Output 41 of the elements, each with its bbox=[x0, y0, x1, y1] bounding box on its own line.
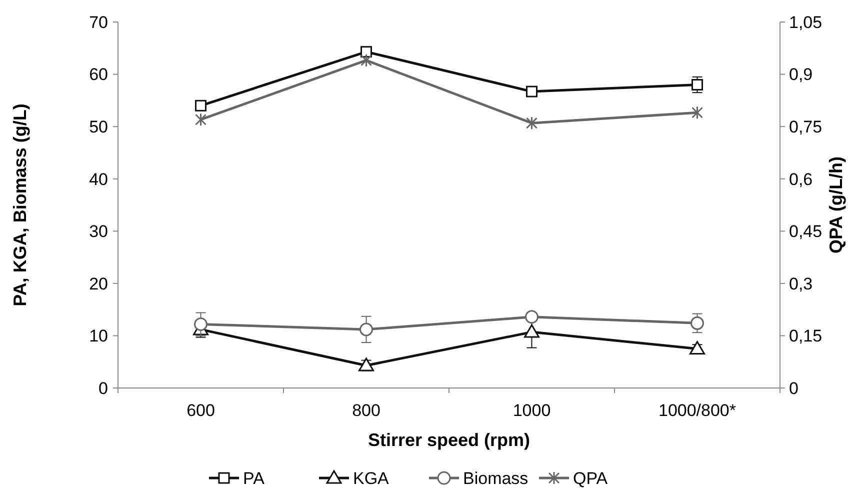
y-tick-label: 70 bbox=[89, 12, 108, 32]
point bbox=[524, 324, 540, 338]
x-tick-label: 1000 bbox=[512, 401, 551, 420]
point bbox=[360, 322, 373, 336]
point bbox=[692, 78, 703, 90]
y2-tick-label: 0,45 bbox=[789, 222, 822, 242]
point bbox=[360, 46, 372, 58]
point bbox=[526, 86, 538, 98]
x-tick-label: 600 bbox=[186, 401, 215, 420]
y2-axis-title: QPA (g/L/h) bbox=[826, 156, 846, 254]
legend-label: QPA bbox=[573, 468, 608, 488]
y-tick-label: 30 bbox=[89, 222, 108, 242]
y-tick-label: 10 bbox=[89, 326, 108, 346]
point bbox=[690, 316, 704, 330]
y2-tick-label: 0,15 bbox=[789, 326, 822, 346]
y2-tick-label: 0,3 bbox=[789, 274, 813, 294]
point bbox=[195, 112, 206, 126]
y-tick-label: 60 bbox=[89, 65, 108, 84]
y2-tick-label: 0,9 bbox=[789, 65, 813, 84]
point bbox=[526, 116, 538, 130]
x-tick-label: 800 bbox=[352, 401, 380, 420]
y2-tick-label: 0 bbox=[789, 378, 798, 398]
legend-label: KGA bbox=[353, 468, 390, 488]
y-tick-label: 50 bbox=[89, 118, 108, 137]
y-axis-title: PA, KGA, Biomass (g/L) bbox=[10, 104, 30, 306]
x-tick-label: 1000/800* bbox=[658, 401, 736, 420]
point bbox=[692, 106, 703, 120]
point bbox=[525, 310, 538, 324]
point bbox=[195, 100, 206, 112]
point bbox=[690, 341, 705, 355]
y-tick-label: 40 bbox=[89, 170, 108, 189]
legend-label: Biomass bbox=[463, 468, 528, 488]
y2-tick-label: 0,6 bbox=[789, 170, 813, 189]
y-tick-label: 0 bbox=[98, 378, 108, 398]
point bbox=[360, 54, 372, 68]
y-tick-label: 20 bbox=[89, 274, 108, 294]
point bbox=[194, 317, 208, 331]
x-axis-title: Stirrer speed (rpm) bbox=[368, 430, 530, 450]
legend-label: PA bbox=[243, 468, 266, 488]
y2-tick-label: 0,75 bbox=[789, 118, 822, 137]
y2-tick-label: 1,05 bbox=[789, 12, 822, 32]
